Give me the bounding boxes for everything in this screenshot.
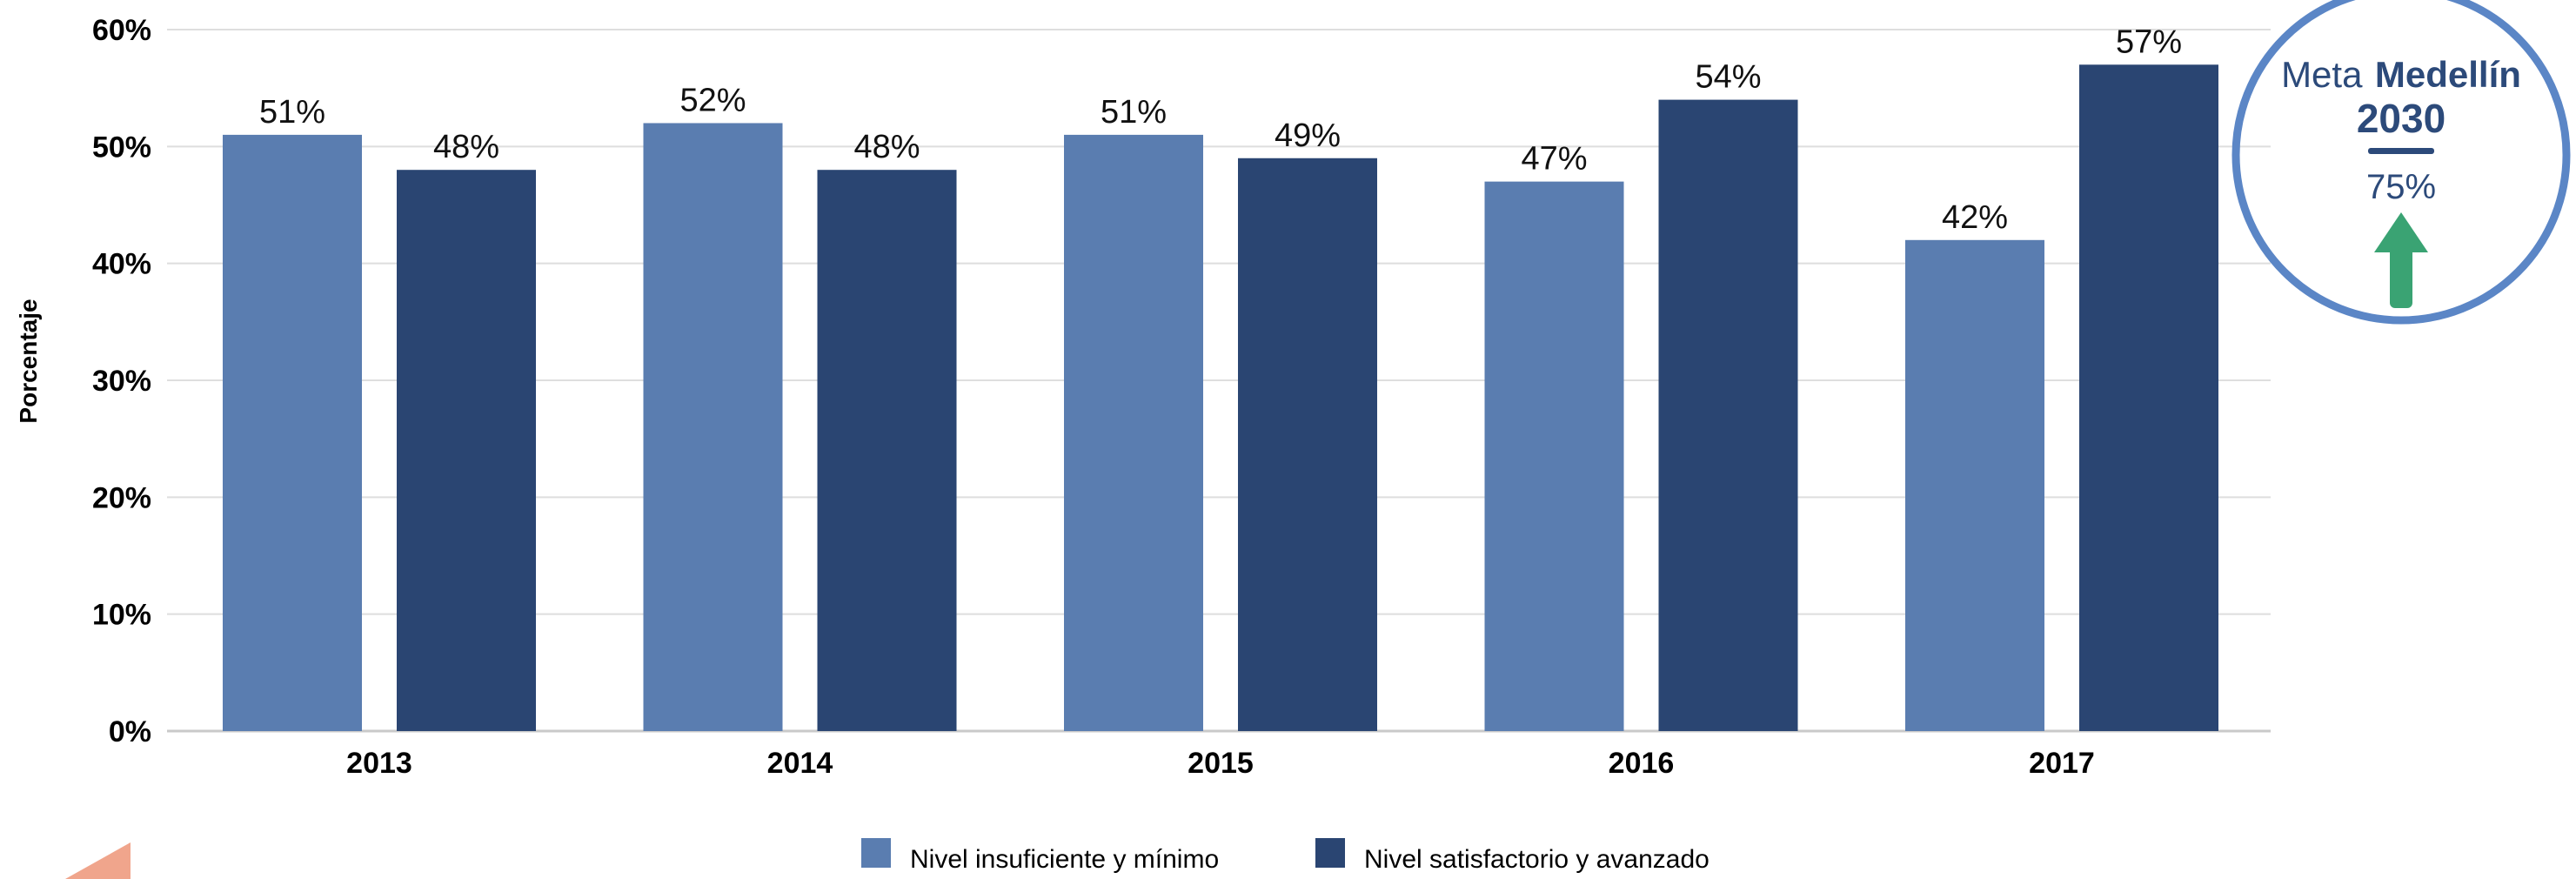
x-axis-ticks: 2013 2014 2015 2016 2017 bbox=[346, 747, 2095, 780]
legend: Nivel insuficiente y mínimo Nivel satisf… bbox=[861, 838, 1710, 874]
x-tick-label: 2013 bbox=[346, 747, 412, 780]
bar-insuficiente-2014 bbox=[643, 123, 783, 731]
y-tick-label: 10% bbox=[92, 599, 151, 632]
bar-insuficiente-2017 bbox=[1905, 239, 2044, 731]
x-tick-label: 2016 bbox=[1609, 747, 1675, 780]
up-arrow-icon bbox=[2374, 212, 2428, 308]
data-label: 47% bbox=[1521, 141, 1587, 178]
bars bbox=[223, 64, 2218, 732]
data-label: 42% bbox=[1942, 199, 2008, 236]
legend-swatch-series-1 bbox=[861, 838, 891, 868]
corner-decoration bbox=[65, 842, 130, 879]
y-tick-label: 60% bbox=[92, 14, 151, 47]
data-label: 49% bbox=[1275, 117, 1341, 154]
x-tick-label: 2015 bbox=[1188, 747, 1254, 780]
meta-title-bold: Medellín bbox=[2375, 54, 2521, 95]
bar-satisfactorio-2017 bbox=[2079, 64, 2218, 732]
legend-label-series-1: Nivel insuficiente y mínimo bbox=[910, 845, 1219, 874]
data-label: 48% bbox=[853, 129, 920, 165]
legend-swatch-series-2 bbox=[1315, 838, 1345, 868]
meta-ring bbox=[2231, 0, 2571, 325]
meta-divider bbox=[2368, 148, 2434, 154]
y-tick-label: 50% bbox=[92, 131, 151, 164]
y-tick-label: 40% bbox=[92, 248, 151, 281]
meta-title-light: Meta bbox=[2281, 54, 2363, 95]
bar-satisfactorio-2016 bbox=[1658, 99, 1798, 732]
meta-year: 2030 bbox=[2357, 96, 2446, 141]
bar-insuficiente-2016 bbox=[1484, 181, 1624, 732]
data-label: 52% bbox=[679, 82, 746, 118]
y-tick-label: 0% bbox=[109, 715, 151, 748]
data-label: 48% bbox=[433, 129, 499, 165]
meta-target-value: 75% bbox=[2366, 168, 2436, 206]
y-axis-ticks: 0% 10% 20% 30% 40% 50% 60% bbox=[92, 14, 151, 748]
meta-title: Meta Medellín bbox=[2281, 54, 2521, 95]
bar-satisfactorio-2014 bbox=[817, 170, 957, 731]
x-tick-label: 2014 bbox=[767, 747, 833, 780]
bar-satisfactorio-2013 bbox=[397, 170, 536, 731]
meta-medellin-badge: Meta Medellín 2030 75% bbox=[2231, 0, 2571, 325]
data-label: 51% bbox=[259, 94, 325, 131]
legend-label-series-2: Nivel satisfactorio y avanzado bbox=[1364, 845, 1710, 874]
data-label: 54% bbox=[1695, 59, 1761, 96]
bar-insuficiente-2013 bbox=[223, 134, 362, 731]
x-tick-label: 2017 bbox=[2029, 747, 2095, 780]
y-tick-label: 20% bbox=[92, 481, 151, 514]
data-label: 57% bbox=[2116, 23, 2182, 60]
bar-insuficiente-2015 bbox=[1064, 134, 1203, 731]
data-label: 51% bbox=[1101, 94, 1167, 131]
y-axis-label: Porcentaje bbox=[15, 299, 42, 423]
data-labels: 51% 48% 52% 48% 51% 49% 47% 54% 42% 57% bbox=[259, 23, 2182, 235]
y-tick-label: 30% bbox=[92, 365, 151, 398]
bar-satisfactorio-2015 bbox=[1238, 158, 1377, 731]
